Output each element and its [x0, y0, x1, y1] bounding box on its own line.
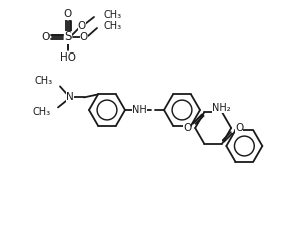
Text: NH: NH — [132, 105, 147, 115]
Text: CH₃: CH₃ — [35, 76, 53, 86]
Text: O: O — [41, 32, 49, 42]
Text: CH₃: CH₃ — [104, 10, 122, 20]
Text: HO: HO — [60, 52, 76, 62]
Text: O: O — [183, 124, 191, 134]
Text: S: S — [64, 30, 72, 44]
Text: HO: HO — [60, 53, 76, 63]
Text: N: N — [66, 92, 74, 102]
Text: S: S — [64, 30, 72, 44]
Text: O: O — [235, 123, 243, 133]
Text: O: O — [64, 9, 72, 19]
Text: O: O — [64, 10, 72, 20]
Text: NH₂: NH₂ — [212, 103, 231, 113]
Text: O: O — [80, 32, 88, 42]
Text: CH₃: CH₃ — [104, 21, 122, 31]
Text: CH₃: CH₃ — [33, 107, 51, 117]
Text: O: O — [78, 21, 86, 31]
Text: O: O — [42, 32, 50, 42]
